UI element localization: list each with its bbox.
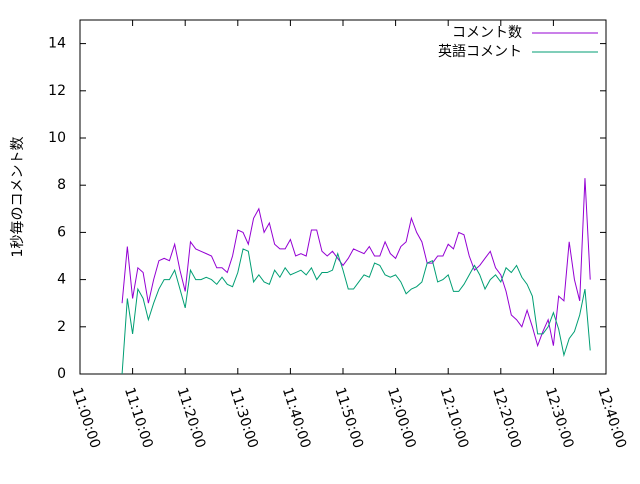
y-tick-label: 12: [48, 83, 66, 99]
y-tick-label: 2: [57, 319, 66, 335]
legend-label: コメント数: [452, 25, 522, 41]
y-tick-label: 8: [57, 177, 66, 193]
y-tick-label: 4: [57, 272, 66, 288]
data-line: [121, 248, 591, 375]
y-axis-label: 1秒毎のコメント数: [10, 137, 26, 258]
data-line: [121, 178, 591, 348]
x-tick-label: 12:40:00: [594, 386, 629, 451]
x-tick-label: 12:10:00: [437, 386, 472, 451]
y-tick-label: 10: [48, 130, 66, 146]
x-tick-label: 11:00:00: [68, 386, 103, 451]
x-tick-label: 12:30:00: [542, 386, 577, 451]
x-tick-label: 11:50:00: [331, 386, 366, 451]
x-tick-label: 11:10:00: [121, 386, 156, 451]
legend-label: 英語コメント: [438, 43, 522, 60]
x-tick-label: 11:20:00: [174, 386, 209, 451]
y-tick-label: 6: [57, 224, 66, 240]
x-tick-label: 12:00:00: [384, 386, 419, 451]
plot-frame: [79, 19, 607, 375]
y-tick-label: 0: [57, 366, 66, 382]
x-tick-label: 11:40:00: [279, 386, 314, 451]
x-tick-label: 12:20:00: [489, 386, 524, 451]
y-tick-label: 14: [48, 36, 66, 52]
x-tick-label: 11:30:00: [226, 386, 261, 451]
